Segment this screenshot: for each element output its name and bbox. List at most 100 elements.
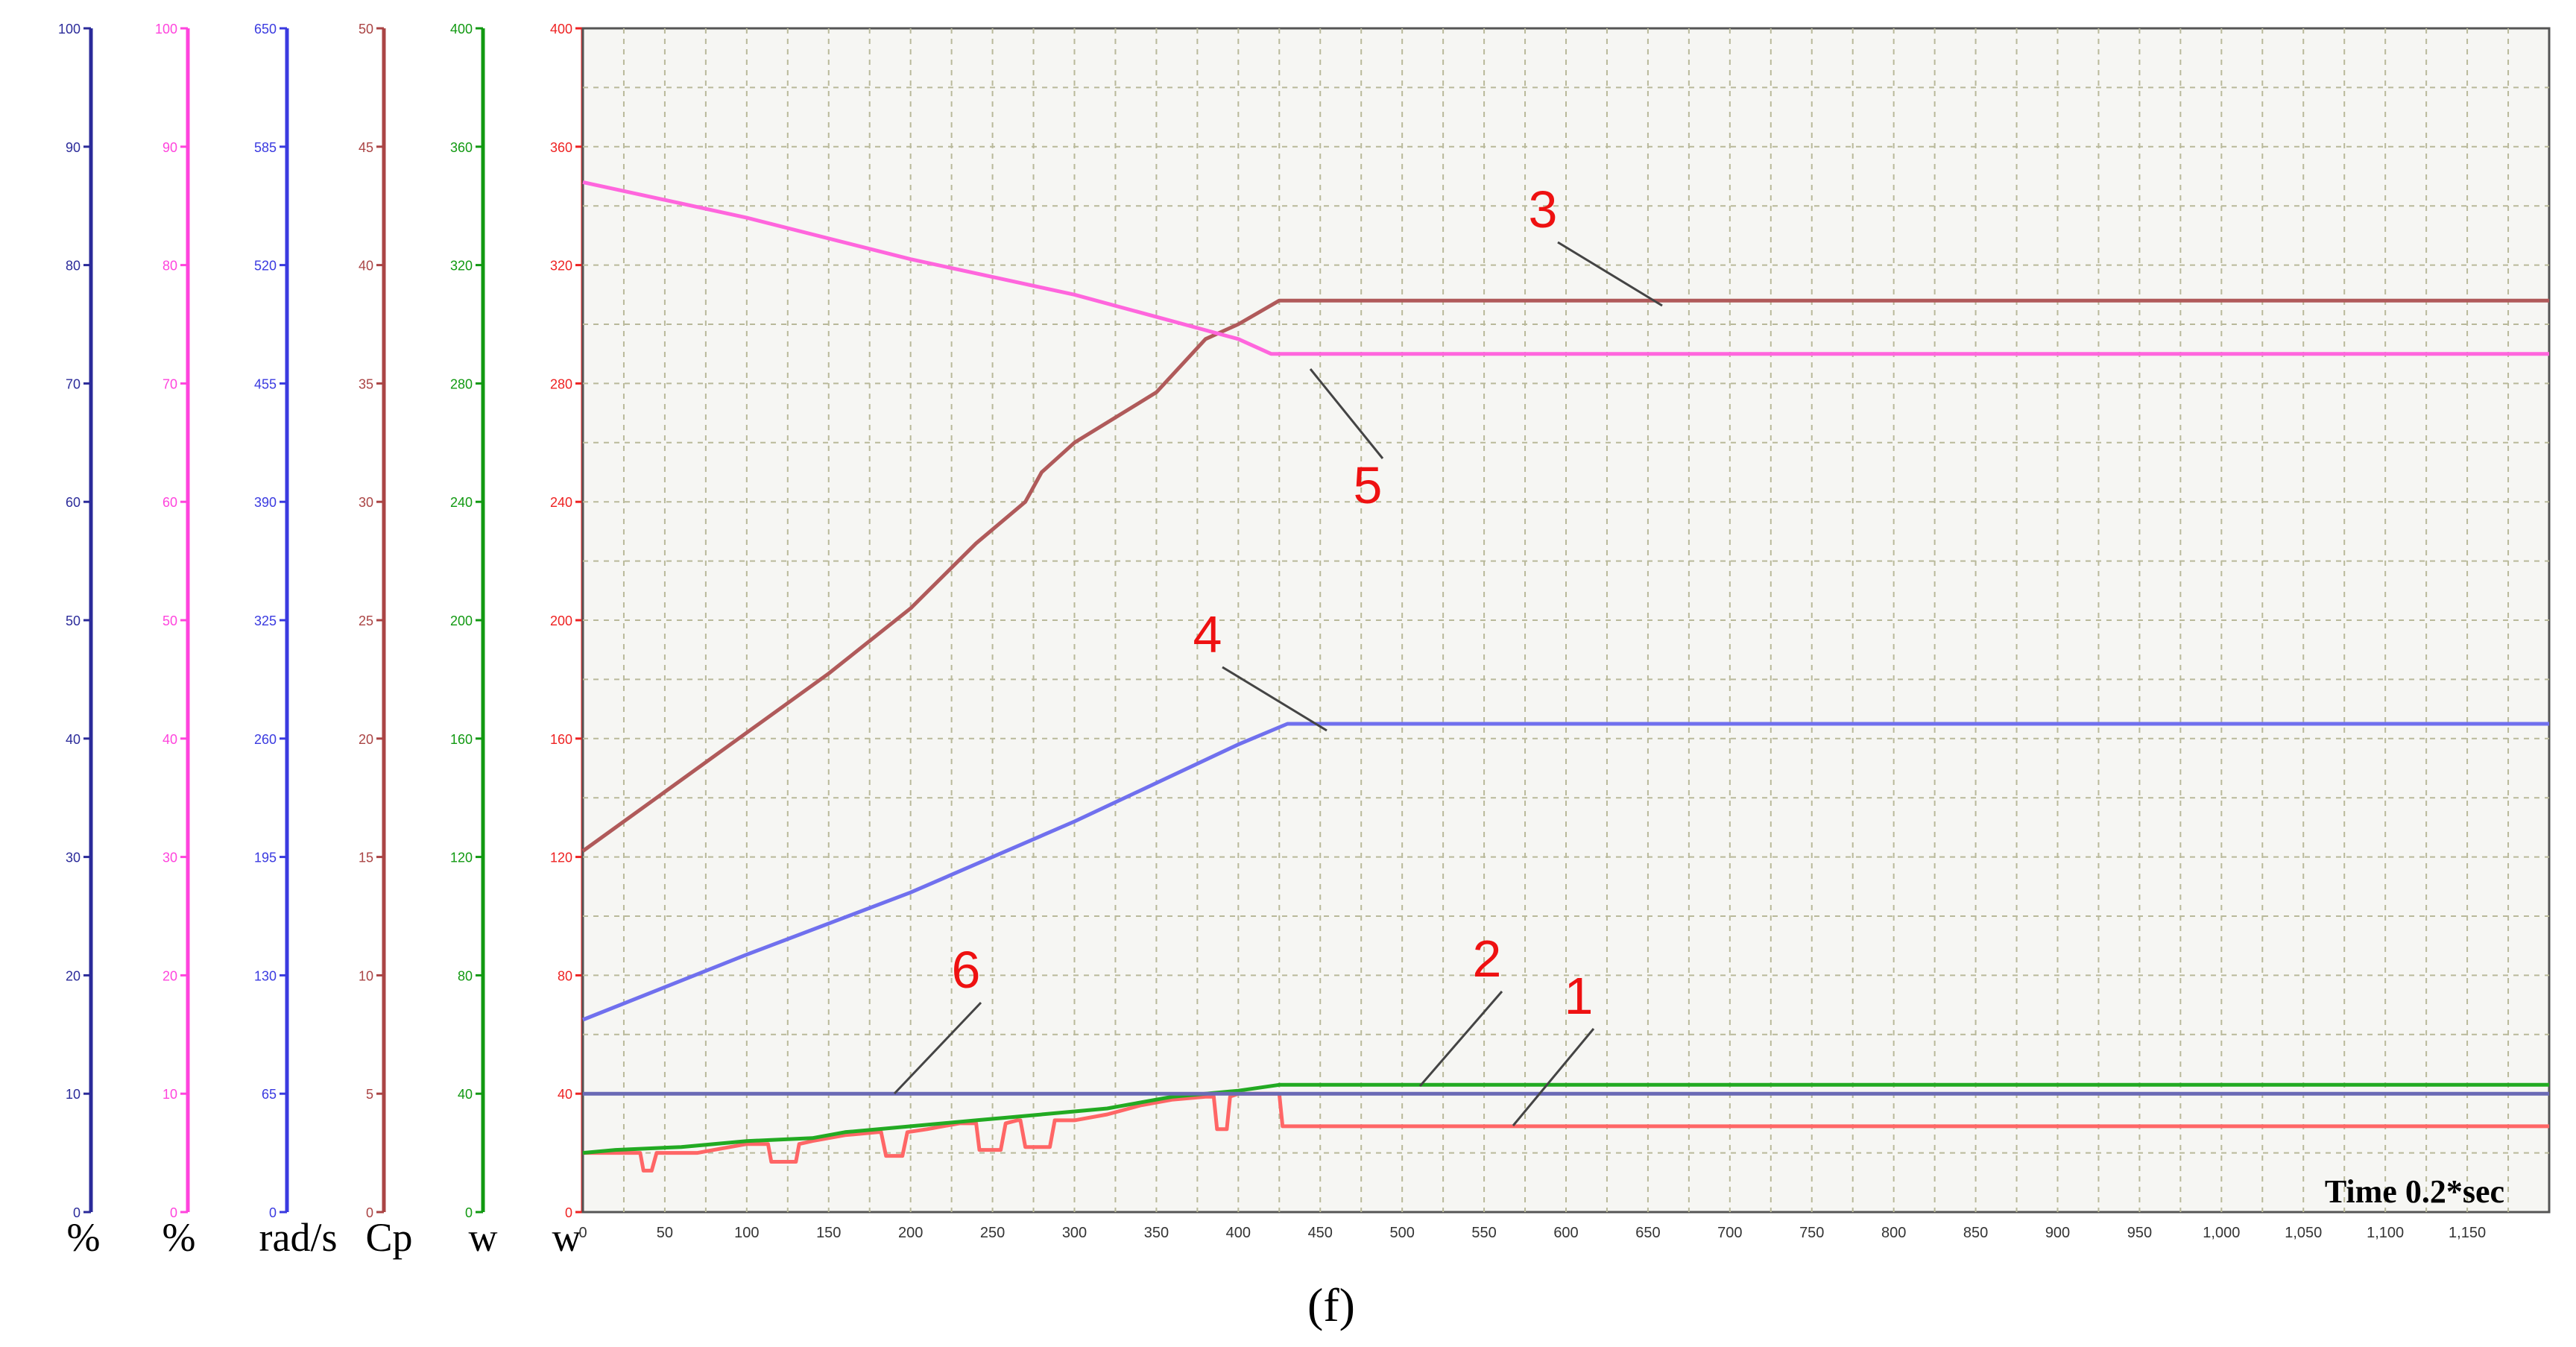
x-axis-ticks: 0 50 100 150 200 250 300 350 400 450 500 550 600 650 7… (578, 1225, 2486, 1241)
y-tick-label: 20 (162, 968, 177, 983)
y-tick-label: 25 (359, 613, 373, 628)
y-tick-label: 80 (558, 968, 572, 983)
y-tick-label: 120 (550, 851, 572, 865)
y-tick-label: 200 (450, 613, 473, 628)
y-tick-label: 60 (66, 495, 80, 510)
y-tick-label: 10 (66, 1087, 80, 1102)
y-tick-label: 60 (162, 495, 177, 510)
grid (583, 28, 2549, 1212)
y-axis-unit: w (469, 1215, 498, 1260)
y-tick-label: 40 (558, 1087, 572, 1102)
y-tick-label: 130 (254, 968, 277, 983)
y-tick-label: 35 (359, 376, 373, 391)
x-tick-label: 300 (1062, 1225, 1087, 1241)
y-tick-label: 360 (550, 140, 572, 155)
y-tick-label: 120 (450, 851, 473, 865)
y-tick-label: 240 (450, 495, 473, 510)
y-tick-label: 80 (66, 259, 80, 274)
x-tick-label: 250 (980, 1225, 1005, 1241)
callout-leader-line (1222, 666, 1328, 732)
y-tick-label: 20 (66, 968, 80, 983)
callout-leader-line (1418, 991, 1503, 1087)
y-tick-label: 400 (450, 22, 473, 37)
y-tick-label: 100 (58, 22, 80, 37)
y-tick-label: 5 (366, 1087, 373, 1102)
y-tick-label: 650 (254, 22, 277, 37)
callout-label: 5 (1354, 456, 1383, 514)
callout-leader-line (1512, 1028, 1595, 1126)
y-tick-label: 325 (254, 613, 277, 628)
y-axis-unit: rad/s (259, 1215, 338, 1260)
callout-label: 2 (1473, 930, 1502, 988)
y-tick-label: 200 (550, 613, 572, 628)
y-tick-label: 80 (458, 968, 473, 983)
y-tick-label: 30 (162, 851, 177, 865)
y-tick-label: 30 (66, 851, 80, 865)
series-group (581, 180, 2549, 1173)
y-tick-label: 40 (66, 732, 80, 747)
callout-label: 6 (952, 941, 981, 999)
y-axis-unit: % (67, 1215, 101, 1260)
y-tick-label: 240 (550, 495, 572, 510)
y-tick-label: 40 (359, 259, 373, 274)
callout-label: 4 (1193, 605, 1222, 663)
x-tick-label: 650 (1635, 1225, 1660, 1241)
y-tick-label: 15 (359, 851, 373, 865)
callout-leader-line (1309, 368, 1384, 459)
y-tick-label: 10 (359, 968, 373, 983)
y-tick-label: 260 (254, 732, 277, 747)
series-3-line (581, 298, 2549, 853)
y-tick-label: 100 (155, 22, 177, 37)
y-tick-label: 45 (359, 140, 373, 155)
y-axes-group: 0102030405060708090100010203040506070809… (58, 22, 585, 1220)
y-tick-label: 455 (254, 376, 277, 391)
y-tick-label: 70 (162, 376, 177, 391)
y-tick-label: 40 (458, 1087, 473, 1102)
x-tick-label: 1,050 (2285, 1225, 2322, 1241)
x-tick-label: 350 (1144, 1225, 1169, 1241)
x-tick-label: 0 (578, 1225, 587, 1241)
x-tick-label: 150 (816, 1225, 841, 1241)
y-tick-label: 0 (73, 1205, 80, 1220)
x-tick-label: 400 (1226, 1225, 1251, 1241)
y-tick-label: 10 (162, 1087, 177, 1102)
callout-leader-line (893, 1001, 982, 1095)
y-tick-label: 390 (254, 495, 277, 510)
y-tick-label: 0 (366, 1205, 373, 1220)
x-tick-label: 700 (1717, 1225, 1742, 1241)
figure-caption: (f) (1307, 1278, 1355, 1331)
y-tick-label: 280 (450, 376, 473, 391)
y-axis-unit: w (552, 1215, 581, 1260)
x-axis-label: Time 0.2*sec (2325, 1173, 2504, 1210)
y-tick-label: 20 (359, 732, 373, 747)
x-tick-label: 100 (734, 1225, 759, 1241)
y-tick-label: 50 (359, 22, 373, 37)
y-axis-unit: % (162, 1215, 196, 1260)
y-tick-label: 585 (254, 140, 277, 155)
y-tick-label: 65 (262, 1087, 277, 1102)
callouts: 1 2 3 4 5 6 (893, 180, 1663, 1126)
y-tick-label: 80 (162, 259, 177, 274)
series-5-line (582, 180, 2549, 356)
x-tick-label: 1,100 (2367, 1225, 2404, 1241)
y-tick-label: 0 (269, 1205, 277, 1220)
y-tick-label: 70 (66, 376, 80, 391)
y-tick-label: 50 (66, 613, 80, 628)
y-tick-label: 0 (465, 1205, 473, 1220)
callout-leader-line (1557, 241, 1663, 307)
x-tick-label: 600 (1553, 1225, 1578, 1241)
x-tick-label: 200 (898, 1225, 923, 1241)
x-tick-label: 900 (2045, 1225, 2070, 1241)
y-tick-label: 280 (550, 376, 572, 391)
y-axes-units: %% rad/s Cp w w (67, 1215, 581, 1260)
callout-label: 1 (1565, 967, 1594, 1025)
x-tick-label: 750 (1799, 1225, 1824, 1241)
y-tick-label: 90 (66, 140, 80, 155)
x-tick-label: 800 (1881, 1225, 1906, 1241)
y-axis-unit: Cp (365, 1215, 412, 1260)
y-tick-label: 40 (162, 732, 177, 747)
y-tick-label: 0 (170, 1205, 177, 1220)
y-tick-label: 195 (254, 851, 277, 865)
y-tick-label: 0 (565, 1205, 572, 1220)
y-tick-label: 520 (254, 259, 277, 274)
